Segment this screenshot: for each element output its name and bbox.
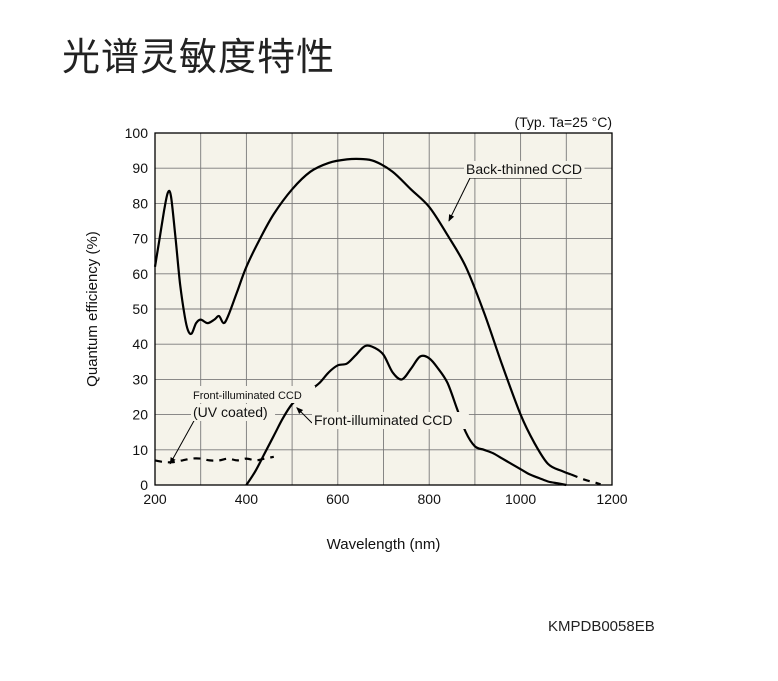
condition-note: (Typ. Ta=25 °C) [514,114,612,130]
document-code: KMPDB0058EB [548,618,655,635]
annotation-label: Front-illuminated CCD [314,412,452,428]
y-tick-label: 20 [132,407,148,423]
annotation-leader [169,418,196,465]
page-title: 光谱灵敏度特性 [62,35,336,79]
annotation-label-bg [464,161,585,178]
annotation-label: (UV coated) [193,404,268,420]
y-tick-label: 0 [140,477,148,493]
y-tick-label: 100 [125,125,149,141]
x-axis-label: Wavelength (nm) [327,536,441,553]
y-tick-label: 60 [132,266,148,282]
annotation-label: Back-thinned CCD [466,161,582,177]
plot-frame [154,132,613,486]
x-tick-label: 1000 [505,491,536,507]
y-tick-label: 10 [132,442,148,458]
y-tick-label: 90 [132,160,148,176]
axis-ticks: 200 400 600 800 1000 1200 0 10 20 30 40 50 60 70 80 90 1… [125,125,628,507]
annotation-label: Front-illuminated CCD [193,390,302,402]
x-tick-label: 200 [143,491,167,507]
x-tick-label: 600 [326,491,350,507]
annotation-leader [448,177,471,222]
y-tick-label: 50 [132,301,148,317]
annotation-label-bg [191,404,276,421]
y-tick-label: 70 [132,231,148,247]
x-tick-label: 1200 [596,491,627,507]
y-tick-label: 30 [132,371,148,387]
annotation-label-bg [191,386,316,403]
series-line [570,473,601,486]
x-tick-label: 400 [235,491,259,507]
annotations: Back-thinned CCD Front-illuminated CCD Fro… [169,161,585,465]
series-line [153,157,572,476]
y-axis-label: Quantum efficiency (%) [84,231,101,387]
x-tick-label: 800 [418,491,442,507]
annotation-label-bg [312,412,469,429]
y-tick-label: 40 [132,336,148,352]
y-tick-label: 80 [132,195,148,211]
annotation-leader [296,407,313,424]
